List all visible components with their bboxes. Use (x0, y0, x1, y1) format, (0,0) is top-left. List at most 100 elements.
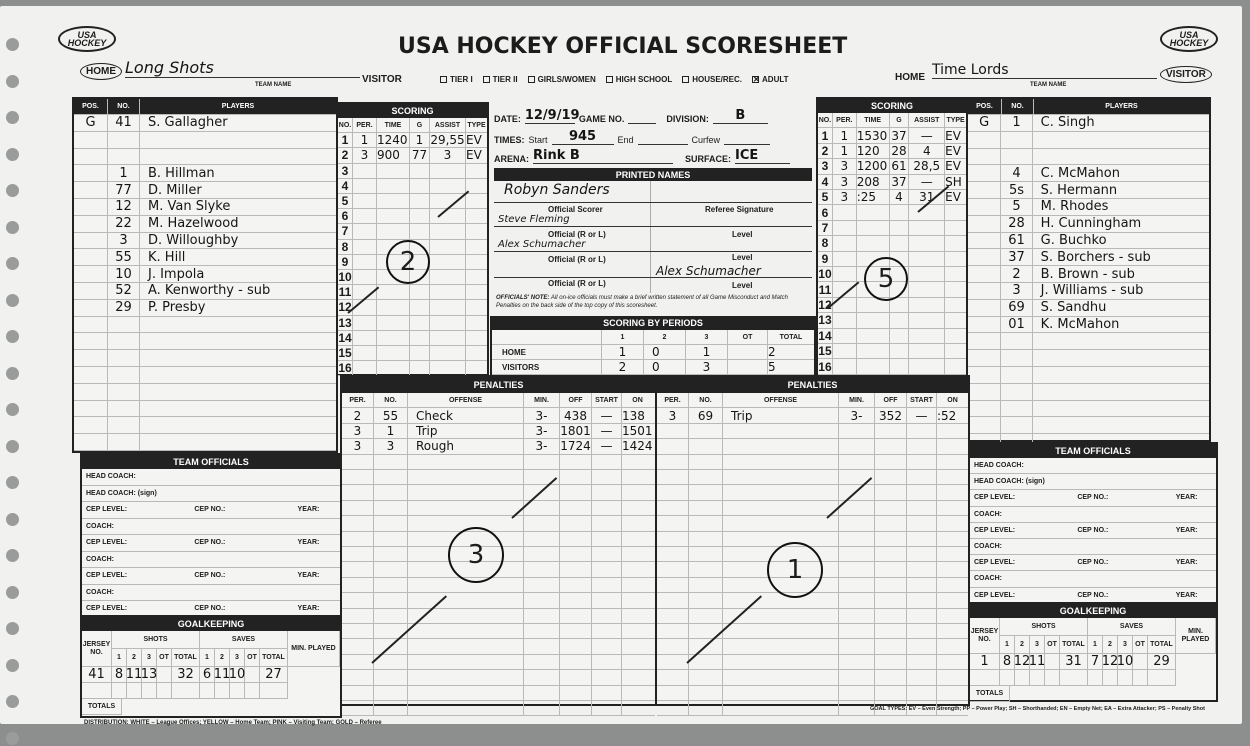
cell[interactable]: — (907, 408, 937, 423)
cell[interactable] (833, 297, 857, 313)
cell[interactable] (909, 282, 946, 297)
goalkeeping-cell[interactable] (245, 667, 260, 683)
cell[interactable] (968, 232, 1002, 249)
cell[interactable] (377, 300, 410, 315)
cell[interactable] (408, 470, 524, 485)
cell[interactable] (945, 252, 966, 266)
cell[interactable] (374, 516, 408, 531)
checkbox-house-rec-[interactable]: HOUSE/REC. (682, 75, 742, 84)
cell[interactable]: 1 (833, 128, 857, 143)
cell[interactable]: 2 (602, 360, 644, 374)
cell[interactable] (945, 313, 966, 327)
cell[interactable] (1001, 400, 1033, 417)
cell[interactable] (1033, 384, 1209, 400)
cell[interactable] (524, 547, 560, 562)
cell[interactable] (140, 317, 320, 333)
cell[interactable]: M. Hazelwood (148, 216, 239, 232)
cell[interactable] (857, 313, 890, 328)
cell[interactable] (937, 547, 968, 561)
cell[interactable] (374, 470, 408, 485)
cell[interactable] (524, 531, 560, 546)
cell[interactable]: 6 (338, 209, 353, 224)
goalkeeping-cell[interactable] (1015, 670, 1030, 686)
cell[interactable] (1033, 149, 1209, 165)
cell[interactable]: 7 (338, 224, 353, 239)
cell[interactable]: 900 (377, 148, 410, 163)
cell[interactable]: 10 (108, 266, 140, 282)
cell[interactable]: 1 (686, 345, 728, 359)
cell[interactable] (723, 516, 839, 531)
cell[interactable] (839, 608, 875, 623)
cell[interactable] (1033, 417, 1209, 433)
cell[interactable] (875, 485, 907, 500)
cell[interactable] (839, 439, 875, 454)
cell[interactable] (74, 215, 108, 232)
checkbox-adult[interactable]: ✕ ADULT (752, 75, 789, 84)
cell[interactable] (839, 485, 875, 500)
cell[interactable] (592, 593, 622, 608)
checkbox-icon[interactable] (482, 76, 490, 83)
goalkeeping-cell[interactable] (230, 683, 245, 699)
cell[interactable] (909, 313, 946, 328)
cell[interactable] (353, 163, 377, 178)
cell[interactable] (723, 608, 839, 623)
cell[interactable] (689, 423, 723, 439)
goalkeeping-cell[interactable] (157, 683, 172, 699)
cell[interactable] (74, 148, 108, 165)
cell[interactable] (74, 249, 108, 266)
cell[interactable]: — (592, 408, 622, 423)
cell[interactable] (410, 194, 430, 209)
cell[interactable] (857, 236, 890, 251)
goalkeeping-cell[interactable]: 10 (228, 666, 246, 683)
cell[interactable] (723, 624, 839, 639)
cell[interactable] (408, 654, 524, 670)
cell[interactable] (410, 178, 430, 193)
cell[interactable] (937, 686, 968, 700)
cell[interactable] (839, 470, 875, 485)
cell[interactable]: 16 (338, 361, 353, 376)
cell[interactable] (723, 639, 839, 654)
cell[interactable] (875, 577, 907, 593)
cell[interactable]: 3 (833, 190, 857, 205)
cell[interactable] (937, 470, 968, 484)
cell[interactable] (592, 547, 622, 562)
cell[interactable] (839, 624, 875, 639)
cell[interactable]: 69 (1001, 299, 1033, 316)
cell[interactable] (945, 205, 966, 219)
cell[interactable] (875, 685, 907, 700)
cell[interactable]: EV (945, 143, 961, 158)
cell[interactable] (410, 330, 430, 345)
cell[interactable] (875, 701, 907, 716)
cell[interactable] (592, 577, 622, 593)
cell[interactable] (430, 300, 466, 315)
cell[interactable]: 3 (686, 360, 728, 374)
cell[interactable] (945, 221, 966, 235)
cell[interactable] (524, 485, 560, 500)
goalkeeping-cell[interactable] (82, 683, 112, 699)
checkbox-tier-ii[interactable]: TIER II (482, 75, 518, 84)
cell[interactable] (377, 209, 410, 224)
cell[interactable] (408, 500, 524, 516)
cell[interactable]: 77 (410, 148, 430, 163)
cell[interactable]: 1724 (560, 439, 592, 454)
cell[interactable]: 3 (430, 148, 466, 163)
cell[interactable]: G (968, 115, 1002, 131)
field-label[interactable]: CEP NO.: (1077, 559, 1109, 567)
cell[interactable] (723, 439, 839, 454)
cell[interactable]: D. Miller (148, 182, 202, 198)
cell[interactable]: 4 (818, 174, 833, 189)
cell[interactable]: 3 (342, 423, 374, 439)
cell[interactable]: 5s (1001, 182, 1033, 198)
cell[interactable] (907, 593, 937, 608)
cell[interactable] (430, 163, 466, 178)
cell[interactable] (342, 608, 374, 623)
cell[interactable] (353, 194, 377, 209)
cell[interactable]: 13 (338, 315, 353, 330)
cell[interactable] (524, 670, 560, 685)
cell[interactable] (524, 562, 560, 577)
cell[interactable] (1001, 350, 1033, 366)
cell[interactable] (622, 670, 653, 684)
cell[interactable] (890, 313, 910, 328)
cell[interactable] (74, 165, 108, 182)
cell[interactable]: EV (466, 133, 482, 148)
